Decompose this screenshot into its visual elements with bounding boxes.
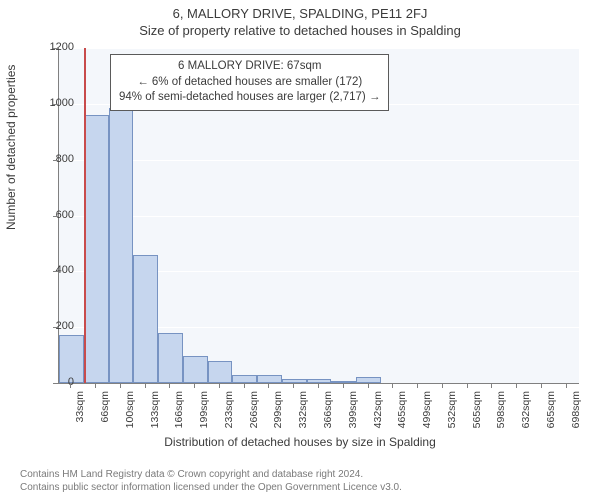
histogram-bar [84, 115, 109, 383]
x-tick-label: 465sqm [396, 391, 408, 431]
footer-attribution: Contains HM Land Registry data © Crown c… [20, 468, 402, 494]
x-tick-label: 565sqm [471, 391, 483, 431]
x-tick-mark [169, 383, 170, 388]
y-tick-label: 0 [34, 376, 74, 388]
x-tick-label: 133sqm [149, 391, 161, 431]
y-tick-label: 400 [34, 264, 74, 276]
y-tick-label: 1200 [34, 41, 74, 53]
histogram-bar [183, 356, 208, 383]
x-tick-mark [516, 383, 517, 388]
x-tick-label: 366sqm [322, 391, 334, 431]
x-tick-label: 299sqm [272, 391, 284, 431]
histogram-bar [158, 333, 183, 383]
x-tick-mark [70, 383, 71, 388]
x-tick-label: 100sqm [124, 391, 136, 431]
y-tick-label: 200 [34, 320, 74, 332]
x-tick-label: 66sqm [99, 391, 111, 431]
footer-line1: Contains HM Land Registry data © Crown c… [20, 468, 402, 481]
histogram-bar [109, 108, 134, 383]
y-tick-mark [53, 383, 58, 384]
x-tick-label: 233sqm [223, 391, 235, 431]
x-tick-mark [145, 383, 146, 388]
x-tick-mark [467, 383, 468, 388]
x-tick-mark [120, 383, 121, 388]
x-tick-label: 432sqm [372, 391, 384, 431]
x-axis-label: Distribution of detached houses by size … [0, 435, 600, 449]
histogram-bar [331, 381, 356, 383]
y-tick-mark [53, 160, 58, 161]
info-box-line2: ← 6% of detached houses are smaller (172… [119, 75, 380, 91]
y-tick-label: 600 [34, 209, 74, 221]
marker-line [84, 48, 86, 383]
y-tick-mark [53, 327, 58, 328]
x-tick-label: 598sqm [495, 391, 507, 431]
histogram-bar [232, 375, 257, 383]
x-tick-mark [566, 383, 567, 388]
histogram-bar [133, 255, 158, 383]
x-tick-mark [442, 383, 443, 388]
y-axis-label: Number of detached properties [4, 65, 18, 230]
y-tick-mark [53, 271, 58, 272]
gridline [59, 160, 579, 161]
x-tick-mark [541, 383, 542, 388]
gridline [59, 216, 579, 217]
gridline [59, 48, 579, 49]
x-tick-mark [343, 383, 344, 388]
x-tick-mark [219, 383, 220, 388]
chart-title-address: 6, MALLORY DRIVE, SPALDING, PE11 2FJ [0, 0, 600, 21]
x-tick-label: 399sqm [347, 391, 359, 431]
x-tick-label: 532sqm [446, 391, 458, 431]
x-tick-label: 199sqm [198, 391, 210, 431]
x-tick-mark [318, 383, 319, 388]
histogram-bar [208, 361, 233, 383]
x-tick-label: 698sqm [570, 391, 582, 431]
y-tick-mark [53, 216, 58, 217]
y-tick-mark [53, 104, 58, 105]
histogram-bar [356, 377, 381, 383]
x-tick-mark [244, 383, 245, 388]
x-tick-label: 499sqm [421, 391, 433, 431]
histogram-bar [257, 375, 282, 383]
x-tick-mark [293, 383, 294, 388]
info-box-line3: 94% of semi-detached houses are larger (… [119, 90, 380, 106]
y-tick-mark [53, 48, 58, 49]
y-tick-label: 1000 [34, 97, 74, 109]
x-tick-label: 632sqm [520, 391, 532, 431]
x-tick-label: 266sqm [248, 391, 260, 431]
x-tick-label: 166sqm [173, 391, 185, 431]
chart-container: 6, MALLORY DRIVE, SPALDING, PE11 2FJ Siz… [0, 0, 600, 500]
x-tick-label: 332sqm [297, 391, 309, 431]
x-tick-mark [392, 383, 393, 388]
x-tick-mark [417, 383, 418, 388]
info-box: 6 MALLORY DRIVE: 67sqm ← 6% of detached … [110, 54, 389, 111]
x-tick-mark [194, 383, 195, 388]
x-tick-mark [268, 383, 269, 388]
x-tick-mark [95, 383, 96, 388]
info-box-line1: 6 MALLORY DRIVE: 67sqm [119, 59, 380, 75]
y-tick-label: 800 [34, 153, 74, 165]
x-tick-label: 665sqm [545, 391, 557, 431]
x-tick-mark [368, 383, 369, 388]
footer-line2: Contains public sector information licen… [20, 481, 402, 494]
chart-subtitle: Size of property relative to detached ho… [0, 21, 600, 38]
x-tick-mark [491, 383, 492, 388]
x-tick-label: 33sqm [74, 391, 86, 431]
